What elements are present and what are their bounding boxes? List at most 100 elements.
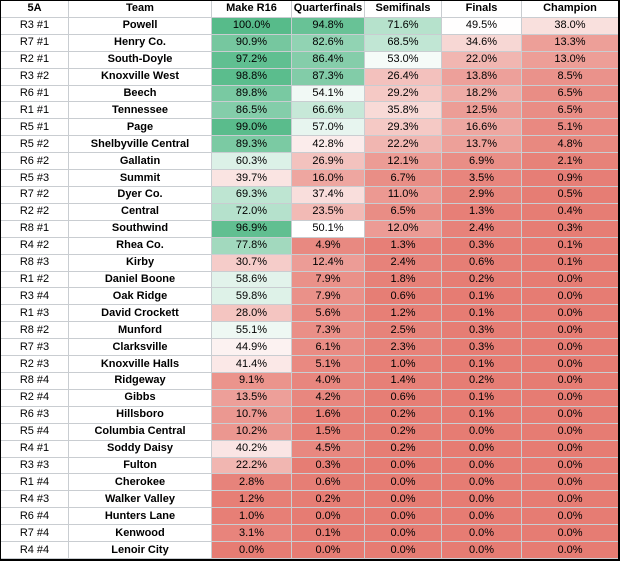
- prob-cell-make-r16[interactable]: 97.2%: [212, 51, 292, 69]
- prob-cell-champion[interactable]: 13.3%: [522, 34, 618, 52]
- prob-cell-finals[interactable]: 0.0%: [442, 440, 522, 458]
- team-cell[interactable]: Dyer Co.: [69, 186, 212, 204]
- team-cell[interactable]: Lenoir City: [69, 542, 212, 559]
- prob-cell-finals[interactable]: 13.7%: [442, 136, 522, 154]
- prob-cell-semifinals[interactable]: 12.1%: [365, 153, 442, 171]
- prob-cell-quarterfinals[interactable]: 1.5%: [292, 423, 365, 441]
- prob-cell-make-r16[interactable]: 55.1%: [212, 322, 292, 340]
- prob-cell-quarterfinals[interactable]: 42.8%: [292, 136, 365, 154]
- seed-cell[interactable]: R8 #1: [1, 220, 69, 238]
- header-cell-quarterfinals[interactable]: Quarterfinals: [292, 1, 365, 18]
- prob-cell-semifinals[interactable]: 0.6%: [365, 389, 442, 407]
- prob-cell-champion[interactable]: 38.0%: [522, 17, 618, 35]
- prob-cell-champion[interactable]: 0.0%: [522, 305, 618, 323]
- prob-cell-quarterfinals[interactable]: 7.3%: [292, 322, 365, 340]
- prob-cell-champion[interactable]: 0.0%: [522, 474, 618, 492]
- prob-cell-quarterfinals[interactable]: 66.6%: [292, 102, 365, 120]
- seed-cell[interactable]: R5 #2: [1, 136, 69, 154]
- prob-cell-make-r16[interactable]: 13.5%: [212, 389, 292, 407]
- prob-cell-semifinals[interactable]: 0.2%: [365, 406, 442, 424]
- prob-cell-make-r16[interactable]: 9.1%: [212, 372, 292, 390]
- prob-cell-semifinals[interactable]: 0.2%: [365, 423, 442, 441]
- seed-cell[interactable]: R7 #3: [1, 339, 69, 357]
- prob-cell-finals[interactable]: 1.3%: [442, 203, 522, 221]
- prob-cell-quarterfinals[interactable]: 6.1%: [292, 339, 365, 357]
- prob-cell-champion[interactable]: 0.0%: [522, 440, 618, 458]
- prob-cell-make-r16[interactable]: 3.1%: [212, 525, 292, 543]
- prob-cell-semifinals[interactable]: 26.4%: [365, 68, 442, 86]
- team-cell[interactable]: Summit: [69, 170, 212, 187]
- prob-cell-champion[interactable]: 0.3%: [522, 220, 618, 238]
- prob-cell-semifinals[interactable]: 1.0%: [365, 356, 442, 373]
- seed-cell[interactable]: R2 #3: [1, 356, 69, 373]
- prob-cell-quarterfinals[interactable]: 4.0%: [292, 372, 365, 390]
- prob-cell-quarterfinals[interactable]: 94.8%: [292, 17, 365, 35]
- prob-cell-finals[interactable]: 22.0%: [442, 51, 522, 69]
- prob-cell-make-r16[interactable]: 69.3%: [212, 186, 292, 204]
- prob-cell-semifinals[interactable]: 35.8%: [365, 102, 442, 120]
- seed-cell[interactable]: R4 #2: [1, 237, 69, 255]
- prob-cell-make-r16[interactable]: 22.2%: [212, 457, 292, 475]
- prob-cell-quarterfinals[interactable]: 0.1%: [292, 525, 365, 543]
- prob-cell-champion[interactable]: 0.0%: [522, 542, 618, 559]
- prob-cell-champion[interactable]: 0.5%: [522, 186, 618, 204]
- prob-cell-make-r16[interactable]: 99.0%: [212, 119, 292, 137]
- prob-cell-make-r16[interactable]: 30.7%: [212, 254, 292, 272]
- prob-cell-finals[interactable]: 18.2%: [442, 85, 522, 103]
- prob-cell-quarterfinals[interactable]: 5.6%: [292, 305, 365, 323]
- prob-cell-make-r16[interactable]: 2.8%: [212, 474, 292, 492]
- prob-cell-quarterfinals[interactable]: 4.2%: [292, 389, 365, 407]
- prob-cell-quarterfinals[interactable]: 0.0%: [292, 542, 365, 559]
- prob-cell-finals[interactable]: 0.1%: [442, 406, 522, 424]
- prob-cell-finals[interactable]: 0.0%: [442, 423, 522, 441]
- prob-cell-semifinals[interactable]: 1.2%: [365, 305, 442, 323]
- seed-cell[interactable]: R4 #1: [1, 440, 69, 458]
- team-cell[interactable]: Knoxville Halls: [69, 356, 212, 373]
- seed-cell[interactable]: R8 #4: [1, 372, 69, 390]
- prob-cell-make-r16[interactable]: 44.9%: [212, 339, 292, 357]
- prob-cell-semifinals[interactable]: 0.0%: [365, 491, 442, 509]
- team-cell[interactable]: Rhea Co.: [69, 237, 212, 255]
- team-cell[interactable]: Munford: [69, 322, 212, 340]
- team-cell[interactable]: Ridgeway: [69, 372, 212, 390]
- prob-cell-champion[interactable]: 0.0%: [522, 288, 618, 306]
- seed-cell[interactable]: R6 #2: [1, 153, 69, 171]
- prob-cell-make-r16[interactable]: 41.4%: [212, 356, 292, 373]
- prob-cell-quarterfinals[interactable]: 0.0%: [292, 508, 365, 526]
- prob-cell-semifinals[interactable]: 2.3%: [365, 339, 442, 357]
- prob-cell-semifinals[interactable]: 68.5%: [365, 34, 442, 52]
- prob-cell-finals[interactable]: 0.1%: [442, 305, 522, 323]
- prob-cell-quarterfinals[interactable]: 23.5%: [292, 203, 365, 221]
- team-cell[interactable]: Columbia Central: [69, 423, 212, 441]
- prob-cell-semifinals[interactable]: 53.0%: [365, 51, 442, 69]
- prob-cell-make-r16[interactable]: 90.9%: [212, 34, 292, 52]
- team-cell[interactable]: Walker Valley: [69, 491, 212, 509]
- seed-cell[interactable]: R5 #1: [1, 119, 69, 137]
- seed-cell[interactable]: R1 #1: [1, 102, 69, 120]
- prob-cell-semifinals[interactable]: 11.0%: [365, 186, 442, 204]
- prob-cell-semifinals[interactable]: 0.0%: [365, 525, 442, 543]
- seed-cell[interactable]: R3 #4: [1, 288, 69, 306]
- seed-cell[interactable]: R6 #1: [1, 85, 69, 103]
- prob-cell-semifinals[interactable]: 22.2%: [365, 136, 442, 154]
- team-cell[interactable]: South-Doyle: [69, 51, 212, 69]
- prob-cell-semifinals[interactable]: 2.4%: [365, 254, 442, 272]
- prob-cell-quarterfinals[interactable]: 54.1%: [292, 85, 365, 103]
- prob-cell-semifinals[interactable]: 0.0%: [365, 508, 442, 526]
- prob-cell-semifinals[interactable]: 12.0%: [365, 220, 442, 238]
- prob-cell-champion[interactable]: 0.0%: [522, 508, 618, 526]
- prob-cell-semifinals[interactable]: 1.8%: [365, 271, 442, 289]
- prob-cell-make-r16[interactable]: 89.3%: [212, 136, 292, 154]
- seed-cell[interactable]: R8 #3: [1, 254, 69, 272]
- team-cell[interactable]: Cherokee: [69, 474, 212, 492]
- seed-cell[interactable]: R1 #3: [1, 305, 69, 323]
- prob-cell-champion[interactable]: 2.1%: [522, 153, 618, 171]
- seed-cell[interactable]: R6 #3: [1, 406, 69, 424]
- prob-cell-finals[interactable]: 13.8%: [442, 68, 522, 86]
- prob-cell-semifinals[interactable]: 0.0%: [365, 457, 442, 475]
- prob-cell-champion[interactable]: 13.0%: [522, 51, 618, 69]
- prob-cell-finals[interactable]: 0.0%: [442, 525, 522, 543]
- prob-cell-make-r16[interactable]: 39.7%: [212, 170, 292, 187]
- team-cell[interactable]: Shelbyville Central: [69, 136, 212, 154]
- prob-cell-champion[interactable]: 0.9%: [522, 170, 618, 187]
